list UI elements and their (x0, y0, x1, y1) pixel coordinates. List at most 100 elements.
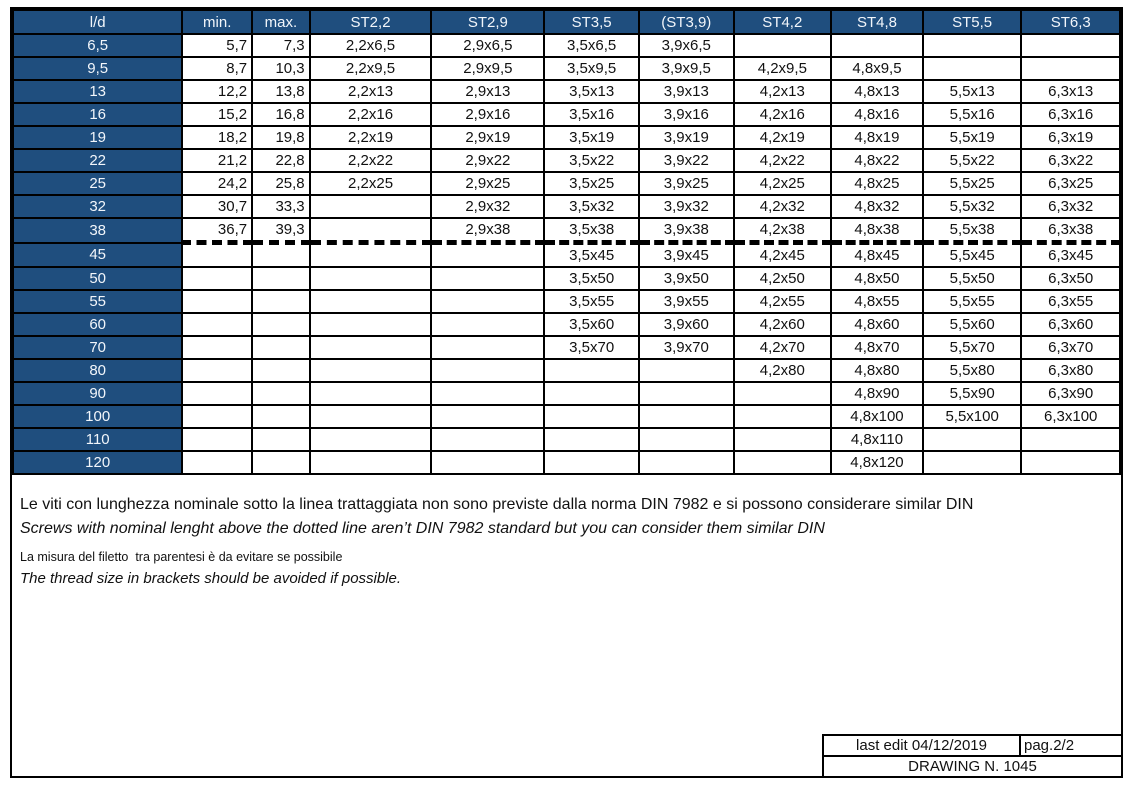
length-header-cell: 120 (11, 450, 184, 475)
value-cell: 36,7 (181, 217, 254, 245)
value-cell (308, 312, 433, 337)
value-cell: 3,5x60 (543, 312, 640, 337)
value-cell: 33,3 (251, 194, 311, 219)
value-cell: 2,9x22 (430, 148, 546, 173)
table-row: 100 4,8x100 5,5x100 6,3x100 (11, 404, 1121, 429)
value-cell (543, 450, 640, 475)
value-cell: 10,3 (251, 56, 311, 81)
value-cell: 21,2 (181, 148, 254, 173)
column-header: ST6,3 (1020, 9, 1121, 35)
value-cell: 3,9x50 (637, 266, 735, 291)
table-row: 16 15,2 16,8 2,2x16 2,9x16 3,5x16 3,9x16 4,2x16… (11, 102, 1121, 127)
value-cell (251, 381, 311, 406)
value-cell: 2,2x19 (308, 125, 433, 150)
value-cell (430, 266, 546, 291)
value-cell (308, 241, 433, 268)
value-cell (637, 381, 735, 406)
table-row: 110 4,8x110 (11, 427, 1121, 452)
value-cell: 6,3x22 (1020, 148, 1121, 173)
value-cell: 3,5x70 (543, 335, 640, 360)
value-cell: 6,3x80 (1020, 358, 1121, 383)
value-cell: 6,3x16 (1020, 102, 1121, 127)
value-cell (637, 404, 735, 429)
value-cell (732, 450, 833, 475)
column-header: max. (251, 9, 311, 35)
value-cell: 3,9x25 (637, 171, 735, 196)
value-cell: 4,8x70 (830, 335, 924, 360)
value-cell: 6,3x100 (1020, 404, 1121, 429)
value-cell: 4,2x25 (732, 171, 833, 196)
value-cell: 2,2x16 (308, 102, 433, 127)
value-cell: 3,5x19 (543, 125, 640, 150)
value-cell: 6,3x90 (1020, 381, 1121, 406)
value-cell (308, 266, 433, 291)
value-cell: 15,2 (181, 102, 254, 127)
value-cell (251, 427, 311, 452)
length-header-cell: 13 (11, 79, 184, 104)
value-cell (181, 450, 254, 475)
length-header-cell: 22 (11, 148, 184, 173)
length-header-cell: 50 (11, 266, 184, 291)
value-cell (251, 335, 311, 360)
note-english-2: The thread size in brackets should be av… (20, 570, 402, 587)
value-cell: 4,8x80 (830, 358, 924, 383)
value-cell: 5,5x45 (921, 241, 1023, 268)
value-cell: 4,2x19 (732, 125, 833, 150)
value-cell: 3,5x16 (543, 102, 640, 127)
length-header-cell: 9,5 (11, 56, 184, 81)
table-row: 80 4,2x80 4,8x80 5,5x80 6,3x80 (11, 358, 1121, 383)
title-block-row-1: last edit 04/12/2019 pag.2/2 (824, 736, 1121, 757)
value-cell (543, 404, 640, 429)
value-cell (732, 33, 833, 58)
value-cell: 4,8x22 (830, 148, 924, 173)
value-cell (251, 289, 311, 314)
value-cell: 5,5x22 (921, 148, 1023, 173)
length-header-cell: 25 (11, 171, 184, 196)
value-cell (430, 289, 546, 314)
value-cell: 3,5x55 (543, 289, 640, 314)
value-cell: 16,8 (251, 102, 311, 127)
length-header-cell: 100 (11, 404, 184, 429)
column-header: ST3,5 (543, 9, 640, 35)
value-cell: 3,5x9,5 (543, 56, 640, 81)
value-cell: 3,9x19 (637, 125, 735, 150)
value-cell: 4,2x55 (732, 289, 833, 314)
header-row: l/d min. max. ST2,2 ST2,9 ST3,5 (ST3,9) ST4,2 ST… (11, 9, 1121, 35)
value-cell: 4,8x19 (830, 125, 924, 150)
value-cell: 4,8x55 (830, 289, 924, 314)
value-cell (430, 381, 546, 406)
value-cell: 2,2x22 (308, 148, 433, 173)
value-cell (430, 404, 546, 429)
value-cell: 2,9x6,5 (430, 33, 546, 58)
value-cell (181, 404, 254, 429)
column-header: min. (181, 9, 254, 35)
length-header-cell: 60 (11, 312, 184, 337)
column-header: ST4,8 (830, 9, 924, 35)
value-cell: 5,5x60 (921, 312, 1023, 337)
value-cell: 4,2x22 (732, 148, 833, 173)
value-cell (308, 404, 433, 429)
value-cell: 5,5x50 (921, 266, 1023, 291)
length-header-cell: 16 (11, 102, 184, 127)
value-cell (921, 427, 1023, 452)
table-row: 38 36,7 39,3 2,9x38 3,5x38 3,9x38 4,2x38 4,8x38… (11, 217, 1121, 245)
value-cell (830, 33, 924, 58)
length-header-cell: 80 (11, 358, 184, 383)
value-cell (181, 358, 254, 383)
value-cell: 4,8x90 (830, 381, 924, 406)
value-cell: 6,3x50 (1020, 266, 1121, 291)
value-cell (308, 450, 433, 475)
value-cell: 4,8x120 (830, 450, 924, 475)
value-cell: 2,9x19 (430, 125, 546, 150)
table-row: 70 3,5x70 3,9x70 4,2x70 4,8x70 5,5x70 6,3x70 (11, 335, 1121, 360)
value-cell (637, 450, 735, 475)
value-cell: 5,5x70 (921, 335, 1023, 360)
value-cell: 30,7 (181, 194, 254, 219)
value-cell: 4,8x25 (830, 171, 924, 196)
value-cell: 18,2 (181, 125, 254, 150)
value-cell: 4,8x32 (830, 194, 924, 219)
value-cell: 5,5x90 (921, 381, 1023, 406)
value-cell: 2,2x25 (308, 171, 433, 196)
value-cell: 5,5x32 (921, 194, 1023, 219)
value-cell (1020, 33, 1121, 58)
